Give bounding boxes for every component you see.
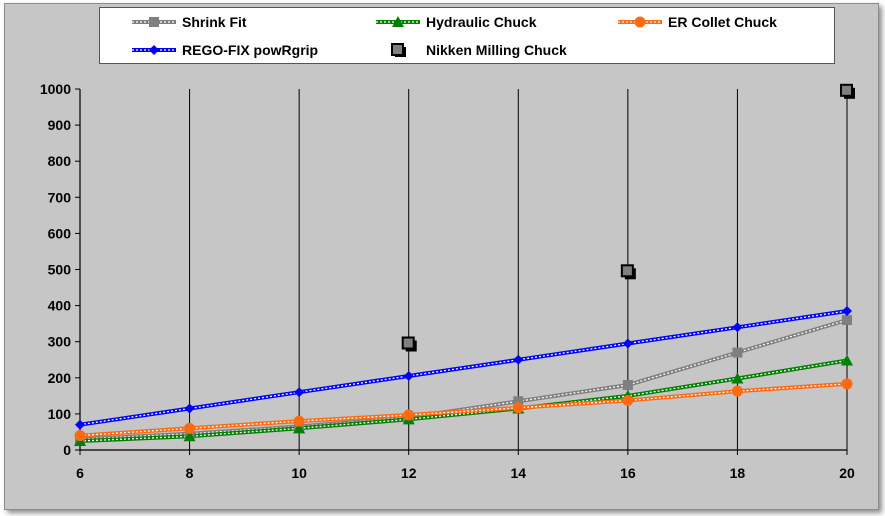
point-er-collet-chuck-6 xyxy=(74,430,86,442)
point-rego-fix-powrgrip-16 xyxy=(622,338,633,349)
point-nikken-milling-chuck-20-face xyxy=(840,83,853,97)
legend-swatch-icon xyxy=(376,16,420,27)
x-tick-label-10: 10 xyxy=(291,465,307,481)
legend: Shrink Fit Hydraulic Chuck ER Collet Chu… xyxy=(99,7,835,64)
y-tick-label-900: 900 xyxy=(48,117,72,133)
x-tick-label-16: 16 xyxy=(620,465,636,481)
y-tick-label-0: 0 xyxy=(63,442,71,458)
point-er-collet-chuck-18 xyxy=(731,385,743,397)
tick-labels: 0 100 200 300 400 500 600 700 800 900 1000 6 8 10 12 14… xyxy=(40,81,855,481)
legend-marker xyxy=(392,16,404,27)
point-shrink-fit-16 xyxy=(622,380,633,391)
point-rego-fix-powrgrip-20 xyxy=(842,306,852,317)
legend-marker xyxy=(149,17,159,27)
legend-swatch-icon xyxy=(618,16,662,28)
legend-item-hydraulic-chuck: Hydraulic Chuck xyxy=(374,11,536,33)
legend-item-rego-fix-powrgrip: REGO-FIX powRgrip xyxy=(130,39,318,61)
series-line-dots-rego-fix-powrgrip xyxy=(79,310,848,426)
legend-item-nikken-milling-chuck: Nikken Milling Chuck xyxy=(374,39,567,61)
point-hydraulic-chuck-20 xyxy=(841,354,853,366)
x-tick-label-18: 18 xyxy=(730,465,746,481)
legend-marker-face xyxy=(391,43,404,56)
y-tick-label-700: 700 xyxy=(48,189,72,205)
legend-swatch-icon xyxy=(132,45,176,55)
point-hydraulic-chuck-8 xyxy=(183,430,196,442)
legend-label: Nikken Milling Chuck xyxy=(426,42,567,58)
point-er-collet-chuck-20 xyxy=(841,378,853,390)
legend-label: Hydraulic Chuck xyxy=(426,14,537,30)
x-tick-label-14: 14 xyxy=(510,465,526,481)
point-rego-fix-powrgrip-18 xyxy=(732,322,743,333)
point-hydraulic-chuck-10 xyxy=(293,422,306,434)
point-rego-fix-powrgrip-6 xyxy=(75,419,85,430)
y-tick-label-500: 500 xyxy=(48,262,72,278)
x-tick-label-6: 6 xyxy=(76,465,84,481)
legend-marker xyxy=(634,16,646,28)
point-nikken-milling-chuck-12-face xyxy=(401,336,415,350)
chart-area: 0 100 200 300 400 500 600 700 800 900 1000 6 8 10 12 14… xyxy=(4,3,879,510)
y-tick-label-1000: 1000 xyxy=(40,81,71,97)
point-shrink-fit-14 xyxy=(513,396,524,407)
legend-item-er-collet-chuck: ER Collet Chuck xyxy=(616,11,777,33)
point-rego-fix-powrgrip-14 xyxy=(513,354,524,365)
point-er-collet-chuck-12 xyxy=(403,409,415,421)
axes xyxy=(75,88,848,455)
point-er-collet-chuck-16 xyxy=(622,395,634,407)
point-hydraulic-chuck-18 xyxy=(731,372,744,384)
y-tick-label-200: 200 xyxy=(48,370,72,386)
plot-svg: 0 100 200 300 400 500 600 700 800 900 1000 6 8 10 12 14… xyxy=(40,81,855,481)
series-lines xyxy=(79,309,848,443)
point-rego-fix-powrgrip-12 xyxy=(403,370,414,381)
point-rego-fix-powrgrip-10 xyxy=(294,387,305,398)
point-er-collet-chuck-10 xyxy=(293,415,305,427)
y-tick-label-300: 300 xyxy=(48,334,72,350)
series-line-dots-er-collet-chuck xyxy=(79,383,848,437)
point-nikken-milling-chuck-12 xyxy=(401,336,417,352)
legend-label: Shrink Fit xyxy=(182,14,247,30)
series-markers xyxy=(74,83,855,446)
point-rego-fix-powrgrip-8 xyxy=(184,403,195,414)
point-nikken-milling-chuck-16 xyxy=(620,264,636,280)
point-nikken-milling-chuck-20 xyxy=(840,83,855,99)
point-er-collet-chuck-14 xyxy=(512,402,524,414)
x-tick-label-8: 8 xyxy=(186,465,194,481)
legend-marker xyxy=(149,45,159,55)
legend-label: ER Collet Chuck xyxy=(668,14,777,30)
point-er-collet-chuck-8 xyxy=(184,422,196,434)
grid-lines xyxy=(79,89,848,450)
legend-swatch-icon xyxy=(391,43,406,57)
y-tick-label-100: 100 xyxy=(48,406,72,422)
x-tick-label-12: 12 xyxy=(401,465,417,481)
legend-label: REGO-FIX powRgrip xyxy=(182,42,319,58)
point-shrink-fit-20 xyxy=(842,315,852,326)
legend-swatch-icon xyxy=(132,17,176,27)
series-line-dots-hydraulic-chuck xyxy=(79,359,848,442)
y-tick-label-800: 800 xyxy=(48,153,72,169)
legend-item-shrink-fit: Shrink Fit xyxy=(130,11,247,33)
point-shrink-fit-18 xyxy=(732,347,743,358)
legend-marker xyxy=(391,43,406,57)
y-tick-label-600: 600 xyxy=(48,225,72,241)
y-tick-label-400: 400 xyxy=(48,298,72,314)
point-nikken-milling-chuck-16-face xyxy=(620,264,634,278)
x-tick-label-20: 20 xyxy=(839,465,855,481)
